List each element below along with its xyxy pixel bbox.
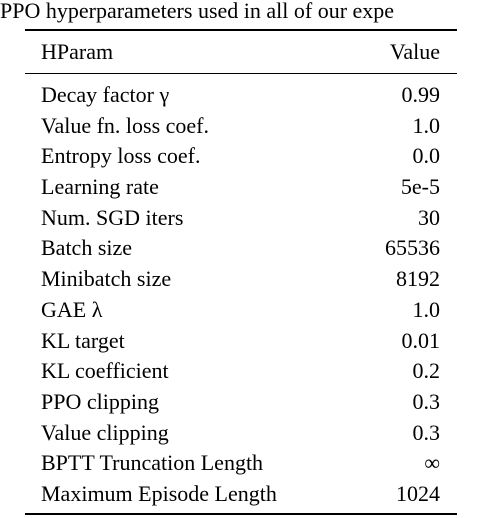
row-name: KL coefficient — [41, 358, 169, 384]
header-value: Value — [389, 39, 440, 64]
row-value: 0.2 — [412, 358, 441, 384]
table-row: BPTT Truncation Length ∞ — [25, 448, 457, 479]
row-value: 0.3 — [412, 388, 441, 414]
row-value: 30 — [418, 204, 440, 230]
table-row: Maximum Episode Length 1024 — [25, 479, 457, 510]
row-value: 1.0 — [412, 296, 441, 322]
row-value: 0.99 — [401, 82, 441, 107]
row-name: Maximum Episode Length — [41, 480, 277, 506]
row-value: 1.0 — [412, 112, 441, 138]
row-name: Minibatch size — [41, 266, 172, 292]
table-row: Learning rate 5e-5 — [25, 172, 457, 203]
table-row: KL coefficient 0.2 — [25, 356, 457, 387]
table-header: HParam Value — [25, 37, 457, 67]
row-name: Entropy loss coef. — [41, 143, 201, 169]
header-hparam: HParam — [41, 39, 114, 64]
row-name: Value fn. loss coef. — [41, 112, 210, 138]
table-row: Minibatch size 8192 — [25, 264, 457, 295]
row-value: 0.0 — [412, 143, 441, 169]
row-value: 65536 — [385, 235, 440, 261]
row-value: 1024 — [396, 480, 440, 506]
row-name: Decay factor γ — [41, 82, 170, 107]
table-row: GAE λ 1.0 — [25, 295, 457, 326]
row-name: BPTT Truncation Length — [41, 450, 264, 476]
bottom-rule — [25, 513, 457, 515]
row-value: 0.01 — [401, 327, 441, 353]
top-rule — [25, 29, 457, 31]
row-name: Num. SGD iters — [41, 204, 184, 230]
table-row: Num. SGD iters 30 — [25, 203, 457, 234]
row-name: PPO clipping — [41, 388, 159, 414]
row-value: ∞ — [424, 450, 440, 476]
table-row: KL target 0.01 — [25, 326, 457, 357]
table-row: Entropy loss coef. 0.0 — [25, 141, 457, 172]
row-name: GAE λ — [41, 296, 103, 322]
header-rule — [25, 73, 457, 74]
row-name: Batch size — [41, 235, 133, 261]
table-row: Decay factor γ 0.99 — [25, 80, 457, 111]
row-name: Learning rate — [41, 174, 159, 200]
table-row: Value clipping 0.3 — [25, 418, 457, 449]
row-value: 5e-5 — [400, 174, 440, 200]
row-value: 8192 — [396, 266, 440, 292]
table-caption: PPO hyperparameters used in all of our e… — [0, 0, 395, 23]
table-body: Decay factor γ 0.99 Value fn. loss coef.… — [25, 80, 457, 510]
table-row: PPO clipping 0.3 — [25, 387, 457, 418]
table-row: Batch size 65536 — [25, 233, 457, 264]
table-row: Value fn. loss coef. 1.0 — [25, 111, 457, 142]
row-value: 0.3 — [412, 419, 441, 445]
row-name: Value clipping — [41, 419, 169, 445]
row-name: KL target — [41, 327, 125, 353]
